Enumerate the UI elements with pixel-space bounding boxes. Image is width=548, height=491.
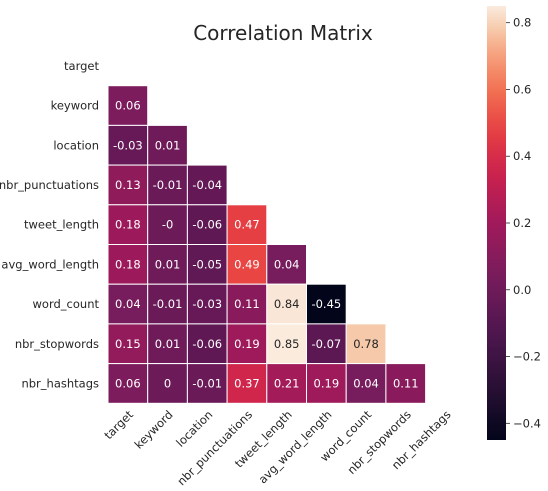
cell-value-label: 0.49 bbox=[234, 257, 260, 271]
colorbar-tick-label: 0.0 bbox=[513, 283, 531, 297]
heatmap-cell bbox=[147, 283, 188, 325]
cell-value-label: -0.04 bbox=[192, 178, 222, 192]
heatmap-cell bbox=[266, 244, 307, 285]
row-labels: target keyword location nbr_punctuationstwe… bbox=[0, 59, 99, 391]
cell-value-label: -0.07 bbox=[311, 337, 341, 351]
cell-value-label: 0.21 bbox=[274, 376, 300, 390]
row-label: avg_word_length bbox=[1, 257, 99, 271]
cell-value-label: -0.01 bbox=[153, 297, 183, 311]
cell-value-label: 0.04 bbox=[353, 376, 379, 390]
heatmap-cell bbox=[385, 363, 427, 404]
heatmap-cell bbox=[107, 204, 149, 246]
cell-value-label: 0.11 bbox=[234, 297, 260, 311]
row-label: tweet_length bbox=[24, 218, 99, 232]
cell-value-label: -0.01 bbox=[192, 376, 222, 390]
heatmap-cell bbox=[266, 323, 307, 365]
colorbar-tick-label: −0.4 bbox=[513, 416, 541, 430]
cell-value-label: 0 bbox=[164, 376, 171, 390]
heatmap-cell bbox=[107, 283, 149, 325]
cell-value-label: 0.18 bbox=[115, 218, 141, 232]
cell-value-label: 0.37 bbox=[234, 376, 260, 390]
heatmap-cell bbox=[186, 164, 228, 206]
row-label: target bbox=[64, 59, 99, 73]
heatmap-cell bbox=[147, 363, 188, 404]
heatmap-cell bbox=[107, 85, 149, 126]
cell-value-label: -0.01 bbox=[153, 178, 183, 192]
colorbar-tick-label: 0.6 bbox=[513, 82, 531, 96]
cell-value-label: 0.06 bbox=[115, 99, 141, 113]
cell-value-label: 0.13 bbox=[115, 178, 141, 192]
heatmap-cell bbox=[107, 363, 149, 404]
row-label: keyword bbox=[51, 99, 99, 113]
heatmap-cell bbox=[186, 204, 228, 246]
heatmap-cell bbox=[306, 283, 347, 325]
cell-value-label: 0.06 bbox=[115, 376, 141, 390]
cell-value-label: 0.11 bbox=[393, 376, 419, 390]
cell-value-label: -0.03 bbox=[113, 138, 143, 152]
colorbar-ticks: −0.4 −0.2 0.0 0.2 0.4 0.6 0.8 bbox=[506, 16, 541, 430]
cell-value-label: 0.84 bbox=[274, 297, 300, 311]
heatmap-cell bbox=[186, 283, 228, 325]
cell-value-label: -0.06 bbox=[192, 337, 222, 351]
colorbar-tick-label: 0.2 bbox=[513, 216, 531, 230]
colorbar: −0.4 −0.2 0.0 0.2 0.4 0.6 0.8 bbox=[487, 6, 541, 440]
heatmap-cell bbox=[107, 323, 149, 365]
cell-value-label: -0.45 bbox=[311, 297, 341, 311]
chart-title: Correlation Matrix bbox=[193, 21, 373, 45]
cell-value-label: 0.04 bbox=[274, 257, 300, 271]
cell-value-label: 0.01 bbox=[155, 138, 181, 152]
row-label: nbr_hashtags bbox=[21, 376, 99, 390]
cell-value-label: 0.18 bbox=[115, 257, 141, 271]
cell-value-label: 0.04 bbox=[115, 297, 141, 311]
cell-value-label: 0.15 bbox=[115, 337, 141, 351]
heatmap-cell bbox=[226, 244, 268, 285]
heatmap-cell bbox=[345, 363, 387, 404]
row-label: word_count bbox=[33, 297, 100, 311]
heatmap-cell bbox=[147, 124, 188, 166]
heatmap-cells: 0.06 -0.03 0.01 0.13 -0.01 -0.04 0.18 -0 -0.06 0.… bbox=[107, 85, 427, 404]
row-label: nbr_stopwords bbox=[15, 337, 99, 351]
cell-value-label: 0.47 bbox=[234, 218, 260, 232]
cell-value-label: -0.05 bbox=[192, 257, 222, 271]
cell-value-label: 0.19 bbox=[314, 376, 340, 390]
heatmap-cell bbox=[306, 363, 347, 404]
cell-value-label: 0.01 bbox=[155, 337, 181, 351]
cell-value-label: 0.01 bbox=[155, 257, 181, 271]
heatmap-cell bbox=[226, 323, 268, 365]
row-label: location bbox=[53, 138, 99, 152]
cell-value-label: 0.85 bbox=[274, 337, 300, 351]
cell-value-label: 0.19 bbox=[234, 337, 260, 351]
heatmap-cell bbox=[186, 363, 228, 404]
heatmap-cell bbox=[345, 323, 387, 365]
heatmap-cell bbox=[107, 244, 149, 285]
colorbar-gradient bbox=[487, 6, 506, 440]
colorbar-tick-label: 0.8 bbox=[513, 16, 531, 30]
row-label: nbr_punctuations bbox=[0, 178, 99, 192]
heatmap-cell bbox=[306, 323, 347, 365]
cell-value-label: -0 bbox=[162, 218, 173, 232]
heatmap-cell bbox=[186, 244, 228, 285]
colorbar-tick-label: 0.4 bbox=[513, 149, 531, 163]
cell-value-label: -0.06 bbox=[192, 218, 222, 232]
heatmap-cell bbox=[186, 323, 228, 365]
colorbar-tick-label: −0.2 bbox=[513, 350, 541, 364]
heatmap-cell bbox=[147, 204, 188, 246]
cell-value-label: 0.78 bbox=[353, 337, 379, 351]
cell-value-label: -0.03 bbox=[192, 297, 222, 311]
heatmap-cell bbox=[226, 283, 268, 325]
